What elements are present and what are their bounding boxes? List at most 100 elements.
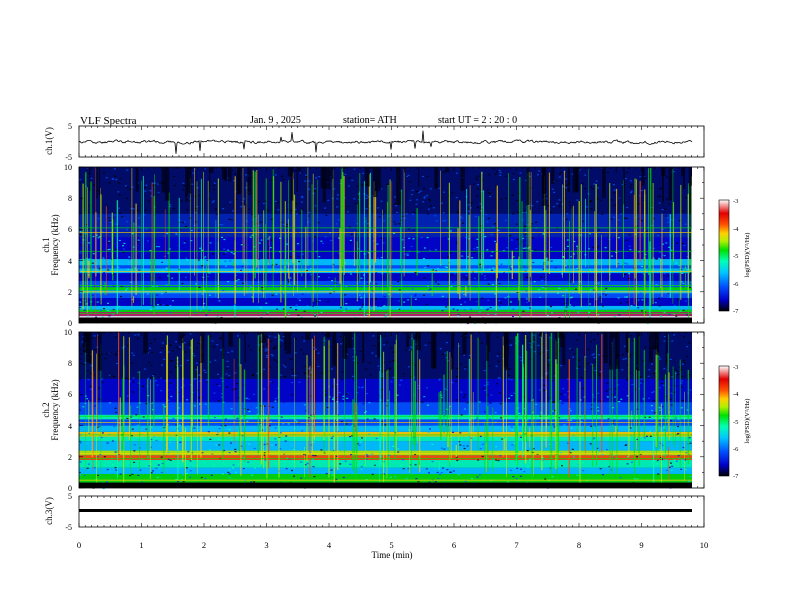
spec2-speck xyxy=(338,442,341,444)
spec2-speck xyxy=(511,397,513,399)
spec2-gap xyxy=(287,332,291,354)
spec2-speck xyxy=(228,375,231,377)
spec1-speck xyxy=(240,206,243,208)
spec2-speck xyxy=(301,430,304,432)
spec2-speck xyxy=(558,350,561,352)
ch1-cb-tick-m7: -7 xyxy=(733,308,739,315)
spec1-speck xyxy=(617,263,620,265)
spec1-speck xyxy=(439,273,441,275)
spec1-speck xyxy=(411,194,413,196)
date-label: Jan. 9 , 2025 xyxy=(250,115,301,126)
spec1-speck xyxy=(488,268,491,270)
spec2-speck xyxy=(282,423,285,425)
spec2-speck xyxy=(189,470,192,472)
spec1-speck xyxy=(566,184,569,186)
spec2-speck xyxy=(193,355,196,357)
spec1-speck xyxy=(106,260,109,262)
spec1-speck xyxy=(404,253,407,255)
spec2-speck xyxy=(224,425,227,427)
spec1-speck xyxy=(617,197,620,199)
spec1-speck xyxy=(114,223,117,225)
spec2-speck xyxy=(596,447,599,449)
spec2-speck xyxy=(612,422,615,424)
spec1-speck xyxy=(160,293,163,295)
spec1-speck xyxy=(311,278,314,281)
spec2-base xyxy=(79,482,692,488)
spec1-speck xyxy=(145,228,148,230)
spec1-speck xyxy=(320,240,323,242)
spec2-speck xyxy=(497,353,500,355)
spec2-speck xyxy=(508,368,511,370)
spec1-speck xyxy=(112,313,115,315)
spec1-speck xyxy=(569,207,572,209)
spec1-speck xyxy=(524,247,527,249)
spec1-speck xyxy=(206,259,209,261)
spec1-speck xyxy=(130,207,133,210)
spec1-gap xyxy=(372,167,378,198)
spec1-speck xyxy=(490,269,493,271)
spec1-speck xyxy=(516,291,519,293)
spec1-speck xyxy=(87,315,90,317)
spec2-speck xyxy=(167,413,170,415)
spec1-speck xyxy=(539,296,542,298)
spec1-speck xyxy=(232,210,235,212)
spec2-speck xyxy=(164,406,167,408)
spec1-speck xyxy=(397,308,400,310)
spec2-speck xyxy=(606,382,609,384)
spec1-speck xyxy=(337,219,340,221)
spec2-speck xyxy=(300,477,303,479)
spec2-speck xyxy=(251,474,254,476)
spec1-speck xyxy=(337,232,340,235)
spec2-speck xyxy=(197,342,200,344)
spec1-speck xyxy=(275,263,278,265)
spec2-speck xyxy=(532,334,535,336)
spec2-speck xyxy=(341,371,344,373)
spec1-speck xyxy=(348,177,351,179)
spec2-speck xyxy=(131,402,134,405)
spec1-speck xyxy=(312,305,314,307)
spec2-gap xyxy=(488,332,491,352)
spec1-speck xyxy=(81,227,84,230)
spec2-gap xyxy=(503,332,508,368)
spec1-speck xyxy=(394,196,396,198)
spec1-speck xyxy=(102,257,105,259)
spec2-speck xyxy=(561,465,563,467)
spec1-speck xyxy=(195,283,197,285)
spec1-speck xyxy=(595,180,598,182)
spec2-speck xyxy=(129,420,131,422)
spec1-speck xyxy=(442,212,445,214)
spec2-speck xyxy=(114,467,117,469)
spec2-speck xyxy=(365,368,368,370)
spec2-speck xyxy=(116,362,118,365)
spec1-speck xyxy=(380,188,383,190)
spec2-gap xyxy=(222,332,225,359)
spec2-speck xyxy=(197,389,199,391)
spec2-gap xyxy=(451,332,454,370)
spec1-gap xyxy=(681,167,684,177)
spec1-speck xyxy=(437,267,439,270)
spec2-speck xyxy=(648,416,651,418)
spec2-speck xyxy=(310,444,313,446)
spec2-speck xyxy=(150,364,153,366)
spec2-speck xyxy=(80,353,83,355)
spec1-speck xyxy=(499,174,502,176)
spec1-speck xyxy=(211,201,214,203)
spec1-speck xyxy=(461,217,464,219)
spec1-speck xyxy=(119,239,121,242)
spec1-speck xyxy=(266,311,269,313)
spec1-speck xyxy=(143,214,146,216)
spec2-speck xyxy=(656,459,659,462)
spec1-speck xyxy=(282,308,285,310)
spec2-speck xyxy=(686,409,689,411)
spec2-speck xyxy=(615,388,618,390)
spec2-speck xyxy=(464,480,467,482)
spec2-speck xyxy=(576,464,579,466)
spec1-speck xyxy=(197,259,200,261)
spec1-speck xyxy=(538,170,541,172)
spec1-speck xyxy=(584,278,587,280)
spec1-speck xyxy=(283,266,286,268)
spec2-speck xyxy=(628,356,631,358)
spec2-gap xyxy=(284,332,287,352)
spec2-speck xyxy=(183,334,186,336)
spec2-speck xyxy=(365,458,368,460)
